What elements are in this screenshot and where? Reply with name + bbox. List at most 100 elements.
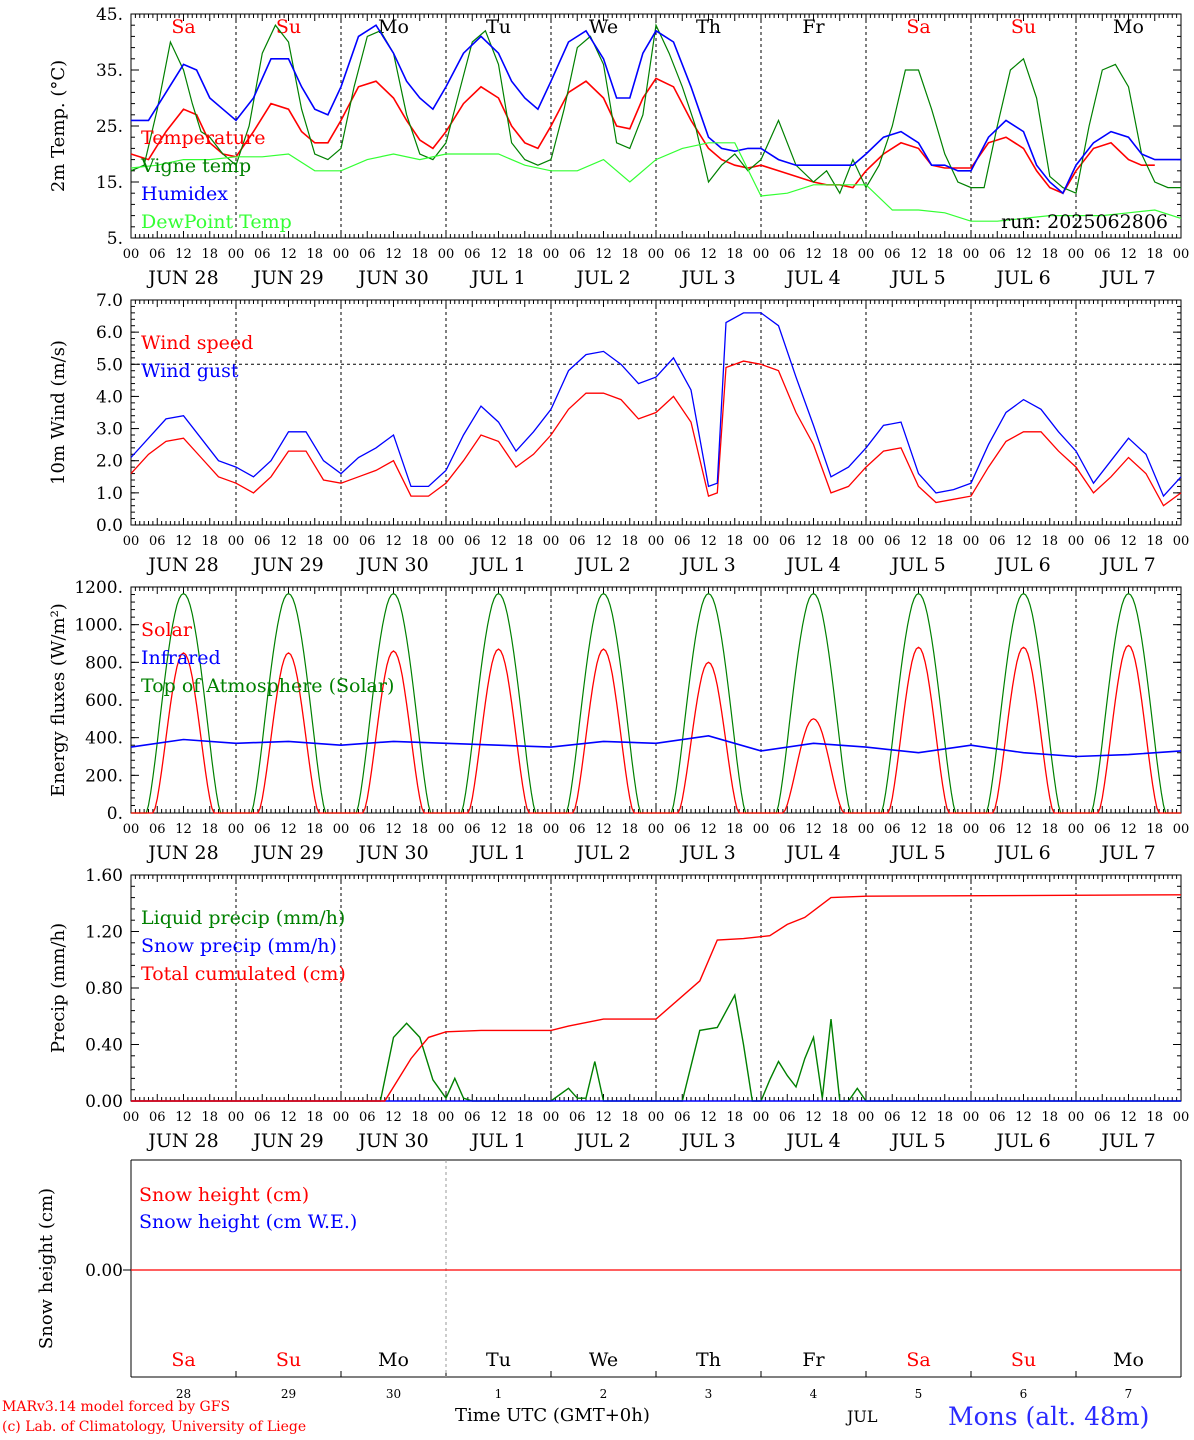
day-number-label: 30	[386, 1387, 401, 1401]
hour-tick-label: 06	[569, 1110, 586, 1125]
day-number-label: 5	[915, 1387, 923, 1401]
hour-tick-label: 18	[201, 247, 218, 262]
hour-tick-label: 12	[805, 1110, 822, 1125]
hour-tick-label: 12	[1015, 247, 1032, 262]
hour-tick-label: 00	[858, 534, 875, 549]
hour-tick-label: 12	[385, 822, 402, 837]
day-name-label: Tu	[486, 16, 511, 38]
date-label: JUL 2	[574, 842, 630, 864]
station-label: Mons (alt. 48m)	[948, 1402, 1150, 1431]
date-label: JUN 29	[251, 267, 323, 289]
legend-top-of-atmosphere-solar-: Top of Atmosphere (Solar)	[141, 675, 394, 697]
date-label: JUL 5	[889, 1130, 945, 1152]
date-label: JUL 6	[994, 554, 1050, 576]
hour-tick-label: 12	[1120, 247, 1137, 262]
day-name-label: Tu	[486, 1349, 511, 1371]
hour-tick-label: 18	[621, 1110, 638, 1125]
hour-tick-label: 18	[1146, 1110, 1163, 1125]
y-tick-label: 2.0	[96, 452, 123, 472]
hour-tick-label: 12	[1015, 1110, 1032, 1125]
lab-credit: (c) Lab. of Climatology, University of L…	[2, 1419, 307, 1435]
hour-tick-label: 12	[385, 247, 402, 262]
day-name-label: Su	[276, 1349, 301, 1371]
hour-tick-label: 00	[1173, 247, 1190, 262]
date-label: JUN 28	[146, 267, 218, 289]
hour-tick-label: 18	[936, 534, 953, 549]
hour-tick-label: 12	[700, 534, 717, 549]
panel-1: 45. 35. 25. 15. 5. 2m Temp. (°C) Sa Su Mo Tu We Th F…	[48, 5, 1189, 289]
hour-tick-label: 06	[779, 1110, 796, 1125]
y-tick-label: 35.	[96, 61, 123, 81]
date-label: JUN 28	[146, 1130, 218, 1152]
hour-tick-label: 18	[1041, 247, 1058, 262]
hour-tick-label: 18	[1041, 1110, 1058, 1125]
day-name-label: Sa	[906, 1349, 930, 1371]
date-label: JUL 3	[679, 554, 735, 576]
hour-tick-label: 12	[280, 534, 297, 549]
day-name-label: We	[589, 16, 618, 38]
day-number-label: 3	[705, 1387, 713, 1401]
hour-tick-label: 18	[411, 534, 428, 549]
day-number-label: 29	[281, 1387, 296, 1401]
hour-tick-label: 12	[805, 534, 822, 549]
date-label: JUN 30	[356, 267, 428, 289]
y-tick-label: 4.0	[96, 387, 123, 407]
hour-tick-label: 18	[1041, 534, 1058, 549]
hour-tick-label: 18	[201, 1110, 218, 1125]
date-label: JUN 29	[251, 1130, 323, 1152]
date-label: JUL 3	[679, 1130, 735, 1152]
hour-tick-label: 18	[831, 247, 848, 262]
hour-tick-label: 00	[333, 247, 350, 262]
hour-tick-label: 18	[411, 247, 428, 262]
hour-tick-label: 00	[543, 534, 560, 549]
hour-tick-label: 06	[149, 1110, 166, 1125]
hour-tick-label: 00	[963, 822, 980, 837]
hour-tick-label: 00	[333, 822, 350, 837]
legend-snow-precip-mm-h-: Snow precip (mm/h)	[141, 935, 337, 957]
date-label: JUN 29	[251, 842, 323, 864]
date-label: JUL 4	[784, 267, 840, 289]
date-label: JUN 30	[356, 1130, 428, 1152]
hour-tick-label: 18	[1041, 822, 1058, 837]
hour-tick-label: 06	[149, 822, 166, 837]
y-tick-label: 5.0	[96, 355, 123, 375]
panel-5: 0.00 Snow height (cm) Snow height (cm) Snow…	[36, 1159, 1182, 1401]
day-name-label: Su	[276, 16, 301, 38]
model-credit: MARv3.14 model forced by GFS	[2, 1399, 231, 1415]
hour-tick-label: 18	[831, 822, 848, 837]
hour-tick-label: 00	[228, 822, 245, 837]
day-name-label: Th	[696, 16, 721, 38]
hour-tick-label: 00	[123, 534, 140, 549]
series-dewpoint-temp	[130, 142, 1182, 222]
y-tick-label: 400.	[85, 729, 123, 749]
day-number-label: 28	[176, 1387, 191, 1401]
hour-tick-label: 18	[621, 822, 638, 837]
hour-tick-label: 06	[569, 822, 586, 837]
hour-tick-label: 06	[884, 822, 901, 837]
day-name-label: Fr	[802, 16, 825, 38]
y-tick-label: 7.0	[96, 291, 123, 311]
date-label: JUL 4	[784, 554, 840, 576]
hour-tick-label: 06	[464, 1110, 481, 1125]
panel-frame	[130, 13, 1182, 239]
series-solar	[131, 644, 1181, 814]
hour-tick-label: 12	[910, 1110, 927, 1125]
date-label: JUL 3	[679, 267, 735, 289]
day-number-label: 1	[495, 1387, 503, 1401]
hour-tick-label: 06	[1094, 247, 1111, 262]
y-tick-label: 0.80	[85, 979, 123, 999]
hour-tick-label: 12	[175, 1110, 192, 1125]
date-label: JUN 28	[146, 554, 218, 576]
day-name-label: Mo	[378, 16, 409, 38]
series-total-cumulated-cm-	[131, 894, 1182, 1102]
hour-tick-label: 06	[779, 534, 796, 549]
hour-tick-label: 00	[543, 1110, 560, 1125]
y-tick-label: 1.60	[85, 866, 123, 886]
date-label: JUL 7	[1099, 842, 1155, 864]
hour-tick-label: 18	[1146, 534, 1163, 549]
hour-tick-label: 12	[490, 534, 507, 549]
date-label: JUL 6	[994, 267, 1050, 289]
hour-tick-label: 06	[1094, 1110, 1111, 1125]
hour-tick-label: 00	[963, 1110, 980, 1125]
